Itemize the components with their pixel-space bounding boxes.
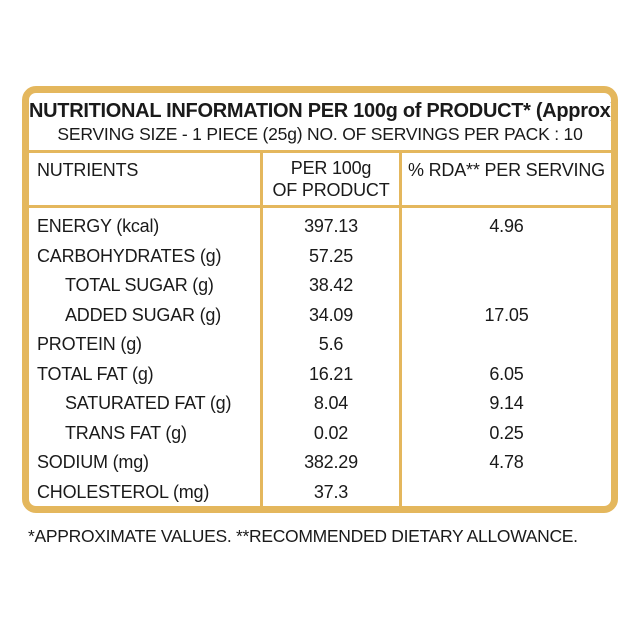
table-row: CHOLESTEROL (mg) 37.3: [29, 478, 611, 507]
rda-value: 0.25: [489, 422, 524, 443]
per100-value: 16.21: [308, 363, 354, 384]
rda-value: 17.05: [484, 304, 529, 325]
nutrient-rows: ENERGY (kcal) 397.13 4.96 CARBOHYDRATES …: [29, 212, 611, 507]
serving-info: SERVING SIZE - 1 PIECE (25g) NO. OF SERV…: [57, 124, 583, 144]
nutrient-name: PROTEIN (g): [37, 334, 142, 354]
per100-value: 57.25: [308, 245, 354, 266]
rda-value: 4.78: [489, 452, 524, 472]
per100-value: 5.6: [318, 334, 344, 354]
nutrient-name: ADDED SUGAR (g): [65, 304, 222, 325]
rda-value: 6.05: [489, 363, 524, 384]
column-header-nutrients: NUTRIENTS: [37, 160, 139, 180]
column-divider: [260, 153, 263, 506]
table-row: CARBOHYDRATES (g) 57.25: [29, 242, 611, 272]
nutrition-panel: NUTRITIONAL INFORMATION PER 100g of PROD…: [22, 86, 618, 513]
rda-value: 9.14: [489, 393, 524, 413]
column-header-per100-line1: PER 100g: [290, 158, 372, 178]
per100-value: 382.29: [304, 452, 358, 472]
table-row: TOTAL FAT (g) 16.21 6.05: [29, 360, 611, 390]
per100-value: 37.3: [313, 481, 349, 502]
nutrient-name: TOTAL SUGAR (g): [65, 275, 214, 295]
footnote: *APPROXIMATE VALUES. **RECOMMENDED DIETA…: [28, 526, 578, 546]
panel-title: NUTRITIONAL INFORMATION PER 100g of PROD…: [29, 100, 617, 122]
per100-value: 0.02: [313, 422, 349, 443]
per100-value: 38.42: [308, 275, 354, 295]
column-divider: [399, 153, 402, 506]
column-header-per100: PER 100g OF PRODUCT: [263, 157, 399, 201]
rda-value: 4.96: [489, 216, 524, 236]
per100-value: 34.09: [308, 304, 354, 325]
table-row: PROTEIN (g) 5.6: [29, 330, 611, 360]
nutrient-name: SODIUM (mg): [37, 452, 149, 472]
per100-value: 8.04: [313, 393, 349, 413]
per100-value: 397.13: [304, 216, 358, 236]
nutrient-name: ENERGY (kcal): [37, 216, 160, 236]
header-divider: [29, 205, 611, 208]
nutrient-name: CARBOHYDRATES (g): [37, 245, 222, 266]
table-row: SODIUM (mg) 382.29 4.78: [29, 448, 611, 478]
table-row: TOTAL SUGAR (g) 38.42: [29, 271, 611, 301]
table-row: TRANS FAT (g) 0.02 0.25: [29, 419, 611, 449]
nutrient-name: SATURATED FAT (g): [65, 393, 232, 413]
column-header-rda: % RDA** PER SERVING: [408, 160, 605, 180]
column-header-per100-line2: OF PRODUCT: [272, 180, 390, 200]
panel-header: NUTRITIONAL INFORMATION PER 100g of PROD…: [29, 93, 611, 153]
table-row: SATURATED FAT (g) 8.04 9.14: [29, 389, 611, 419]
table-row: ADDED SUGAR (g) 34.09 17.05: [29, 301, 611, 331]
nutrient-name: CHOLESTEROL (mg): [37, 481, 210, 502]
nutrient-name: TOTAL FAT (g): [37, 363, 154, 384]
nutrition-table: NUTRIENTS PER 100g OF PRODUCT % RDA** PE…: [29, 153, 611, 507]
table-row: ENERGY (kcal) 397.13 4.96: [29, 212, 611, 242]
nutrient-name: TRANS FAT (g): [65, 422, 187, 443]
